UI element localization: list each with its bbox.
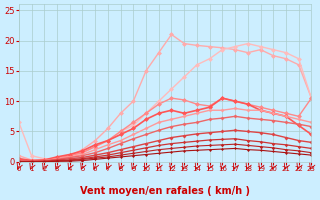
X-axis label: Vent moyen/en rafales ( km/h ): Vent moyen/en rafales ( km/h ) [80,186,250,196]
